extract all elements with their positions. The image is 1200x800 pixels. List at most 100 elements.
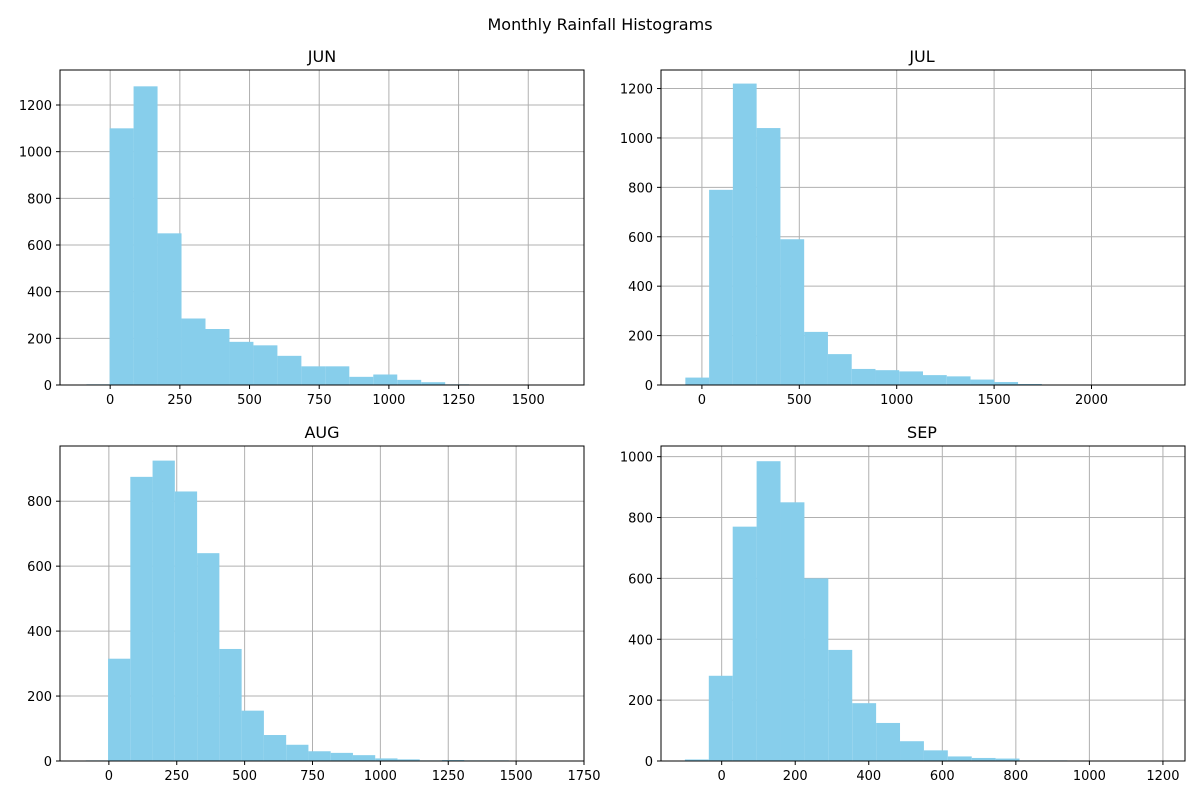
jul-histogram-bar-0	[685, 377, 710, 385]
jun-histogram-bar-5	[205, 329, 230, 385]
aug-histogram-bar-12	[352, 755, 376, 761]
jun-histogram-bar-10	[325, 366, 350, 385]
sep-x-tick-label-6: 1200	[1146, 769, 1179, 784]
aug-histogram-panel: AUG 0 250 500 750 1000 1250 1500 1750 0 200 400 600…	[27, 423, 600, 784]
jul-histogram-bar-2	[732, 83, 757, 386]
sep-histogram-bar-1	[708, 675, 733, 761]
aug-histogram-bar-6	[219, 648, 242, 761]
aug-x-tick-label-2: 500	[232, 769, 257, 784]
jun-histogram-bar-2	[133, 86, 158, 385]
sep-x-tick-label-3: 600	[930, 769, 955, 784]
aug-histogram-bar-9	[286, 744, 309, 761]
sep-histogram-bar-9	[900, 741, 924, 761]
aug-y-tick-label-4: 800	[27, 495, 52, 510]
sep-y-tick-label-1: 200	[628, 694, 653, 709]
jul-histogram-bar-4	[780, 239, 805, 385]
jun-y-tick-label-0: 0	[44, 379, 52, 394]
jun-histogram-bar-8	[277, 355, 302, 385]
aug-x-tick-label-3: 750	[300, 769, 325, 784]
sep-histogram-bar-3	[756, 461, 781, 761]
jun-histogram-bar-7	[253, 345, 278, 385]
jun-panel-title: JUN	[307, 47, 336, 66]
aug-histogram-bar-8	[263, 735, 287, 761]
jun-histogram-bar-4	[181, 318, 206, 385]
jul-histogram-panel: JUL 0 500 1000 1500 2000 0 200 400 600 800 1000 120…	[620, 47, 1186, 408]
sep-histogram-bar-0	[684, 759, 709, 761]
jun-axes-frame	[59, 69, 585, 386]
jun-x-tick-label-5: 1250	[442, 393, 475, 408]
aug-x-tick-label-6: 1500	[500, 769, 533, 784]
jun-y-tick-label-6: 1200	[19, 99, 52, 114]
jul-histogram-bar-11	[946, 376, 971, 385]
jun-y-tick-label-2: 400	[27, 286, 52, 301]
sep-x-tick-label-5: 1000	[1073, 769, 1106, 784]
aug-x-tick-label-1: 250	[164, 769, 189, 784]
aug-x-tick-label-4: 1000	[364, 769, 397, 784]
sep-histogram-bar-8	[876, 722, 901, 761]
sep-y-tick-label-5: 1000	[620, 451, 653, 466]
jul-histogram-bar-9	[899, 371, 923, 385]
jul-y-tick-label-1: 200	[628, 330, 653, 345]
sep-histogram-bar-6	[828, 649, 853, 761]
sep-histogram-bar-4	[780, 502, 805, 761]
jul-x-tick-label-4: 2000	[1075, 393, 1108, 408]
aug-y-tick-label-0: 0	[44, 755, 52, 770]
jul-y-tick-label-6: 1200	[620, 83, 653, 98]
jun-y-tick-label-5: 1000	[19, 146, 52, 161]
jun-histogram-bar-9	[301, 366, 326, 385]
jul-y-tick-label-2: 400	[628, 280, 653, 295]
jul-y-tick-label-5: 1000	[620, 132, 653, 147]
aug-histogram-bar-11	[330, 752, 353, 761]
jul-axes-frame	[660, 69, 1186, 386]
sep-histogram-panel: SEP 0 200 400 600 800 1000 1200 0 200 400 600 800 10…	[620, 423, 1186, 784]
jun-x-tick-label-1: 250	[167, 393, 192, 408]
jun-histogram-bar-11	[349, 376, 374, 385]
jul-x-tick-label-2: 1000	[880, 393, 913, 408]
aug-y-tick-label-2: 400	[27, 625, 52, 640]
sep-y-tick-label-2: 400	[628, 633, 653, 648]
sep-y-tick-label-3: 600	[628, 572, 653, 587]
jun-y-tick-label-1: 200	[27, 332, 52, 347]
jun-x-tick-label-6: 1500	[512, 393, 545, 408]
aug-histogram-bar-13	[375, 758, 398, 761]
sep-x-tick-label-4: 800	[1003, 769, 1028, 784]
jun-histogram-bar-1	[109, 128, 134, 386]
jul-histogram-bar-13	[994, 382, 1019, 385]
sep-histogram-bar-7	[852, 703, 877, 761]
aug-histogram-bar-10	[308, 751, 331, 761]
sep-axes-frame	[660, 445, 1186, 762]
jul-x-tick-label-3: 1500	[978, 393, 1011, 408]
jun-x-tick-label-2: 500	[237, 393, 262, 408]
jul-x-tick-label-0: 0	[698, 393, 706, 408]
jul-histogram-bar-7	[851, 368, 876, 385]
sep-y-tick-label-4: 800	[628, 512, 653, 527]
aug-histogram-bar-1	[108, 658, 131, 761]
jun-x-tick-label-0: 0	[106, 393, 114, 408]
sep-x-tick-label-0: 0	[718, 769, 726, 784]
aug-histogram-bar-4	[174, 491, 198, 761]
jun-y-tick-label-4: 800	[27, 192, 52, 207]
aug-y-tick-label-3: 600	[27, 560, 52, 575]
jul-histogram-bar-10	[923, 375, 947, 385]
aug-histogram-bar-3	[152, 460, 175, 761]
sep-histogram-bar-11	[947, 756, 972, 761]
aug-x-tick-label-5: 1250	[432, 769, 465, 784]
jul-y-tick-label-3: 600	[628, 231, 653, 246]
jul-histogram-bar-3	[756, 128, 781, 385]
aug-axes-frame	[59, 445, 585, 762]
jul-histogram-bar-1	[709, 189, 733, 385]
figure-title: Monthly Rainfall Histograms	[487, 15, 712, 34]
jul-y-tick-label-4: 800	[628, 181, 653, 196]
jul-histogram-bar-8	[875, 370, 900, 385]
aug-panel-title: AUG	[304, 423, 339, 442]
aug-x-tick-label-0: 0	[105, 769, 113, 784]
sep-histogram-bar-10	[923, 750, 948, 761]
jun-x-tick-label-4: 1000	[372, 393, 405, 408]
jun-histogram-bar-3	[157, 233, 182, 385]
aug-histogram-bar-5	[197, 553, 220, 761]
jul-histogram-bar-12	[970, 379, 995, 385]
jul-histogram-bar-6	[827, 354, 852, 385]
sep-histogram-bar-2	[732, 526, 757, 761]
sep-x-tick-label-1: 200	[783, 769, 808, 784]
